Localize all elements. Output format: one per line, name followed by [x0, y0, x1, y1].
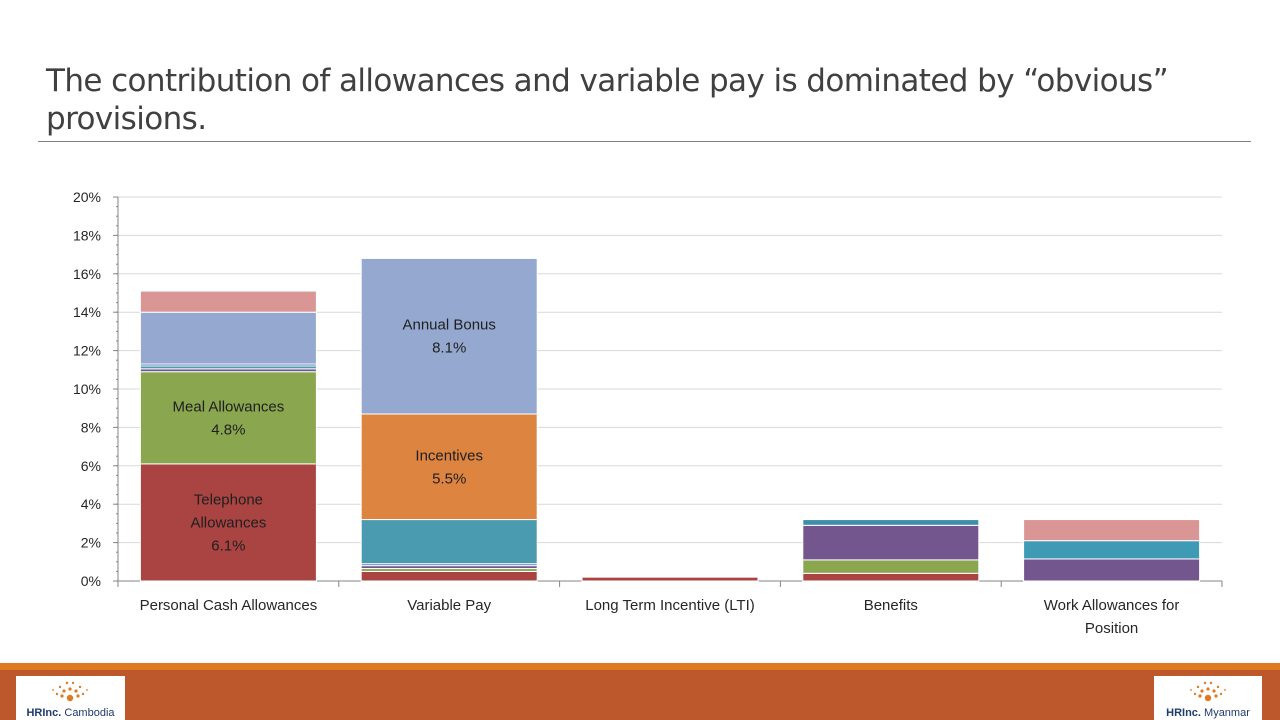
y-tick-label: 2% — [81, 535, 101, 551]
footer-bar — [0, 670, 1280, 720]
bar-segment — [802, 524, 980, 561]
title-divider — [38, 141, 1251, 142]
x-category-label: Benefits — [864, 597, 918, 614]
y-tick-label: 16% — [73, 266, 101, 282]
bar-segment — [581, 576, 759, 582]
bar-segment — [139, 290, 317, 313]
bar-segment — [139, 463, 317, 582]
logo-brand: HRInc. — [26, 707, 62, 719]
logo-country: Cambodia — [64, 707, 115, 719]
bar-segment — [1023, 519, 1201, 542]
bar-segment — [139, 311, 317, 365]
bar-segment — [139, 371, 317, 465]
bar-segment — [1023, 540, 1201, 560]
logo-brand: HRInc. — [1166, 707, 1201, 719]
logo-country: Myanmar — [1204, 707, 1250, 719]
x-category-label: Work Allowances for — [1044, 597, 1180, 614]
stacked-bar-chart: 0% 2% 4% 6% 8% 10% 12% 14% 16% 18% 20% Telephone All… — [73, 189, 1223, 637]
data-label-name: Incentives — [415, 447, 483, 464]
y-tick-label: 12% — [73, 343, 101, 359]
data-label-name: Annual Bonus — [402, 317, 495, 334]
sunburst-icon — [1190, 681, 1226, 702]
slide-title: The contribution of allowances and varia… — [46, 63, 1169, 137]
y-tick-label: 0% — [81, 573, 101, 589]
data-label-name: Telephone — [194, 491, 263, 508]
y-tick-label: 6% — [81, 458, 101, 474]
y-tick-label: 8% — [81, 419, 101, 435]
bar-segment — [360, 519, 538, 565]
x-category-label: Long Term Incentive (LTI) — [585, 597, 755, 614]
x-category-label: Position — [1085, 620, 1138, 637]
data-label-name: Meal Allowances — [173, 398, 285, 415]
y-tick-label: 20% — [73, 189, 101, 205]
y-tick-label: 10% — [73, 381, 101, 397]
bar-segment — [360, 570, 538, 582]
bar-segment — [802, 572, 980, 582]
y-tick-label: 4% — [81, 496, 101, 512]
data-label-value: 4.8% — [211, 421, 245, 438]
data-label-name: Allowances — [190, 514, 266, 531]
logo-hrinc-cambodia: HRInc. Cambodia — [16, 676, 125, 720]
data-label-value: 5.5% — [432, 470, 466, 487]
bar-segment — [1023, 558, 1201, 582]
bar-segment — [360, 413, 538, 521]
bar-segment — [802, 559, 980, 574]
y-tick-label: 18% — [73, 227, 101, 243]
y-tick-label: 14% — [73, 304, 101, 320]
sunburst-icon — [52, 681, 88, 702]
data-label-value: 8.1% — [432, 340, 466, 357]
bar-segment — [802, 519, 980, 526]
footer-accent-line — [0, 663, 1280, 670]
x-category-label: Personal Cash Allowances — [140, 597, 318, 614]
logo-hrinc-myanmar: HRInc. Myanmar — [1154, 676, 1262, 720]
data-label-value: 6.1% — [211, 537, 245, 554]
bar-segment — [360, 257, 538, 415]
x-category-label: Variable Pay — [407, 597, 491, 614]
